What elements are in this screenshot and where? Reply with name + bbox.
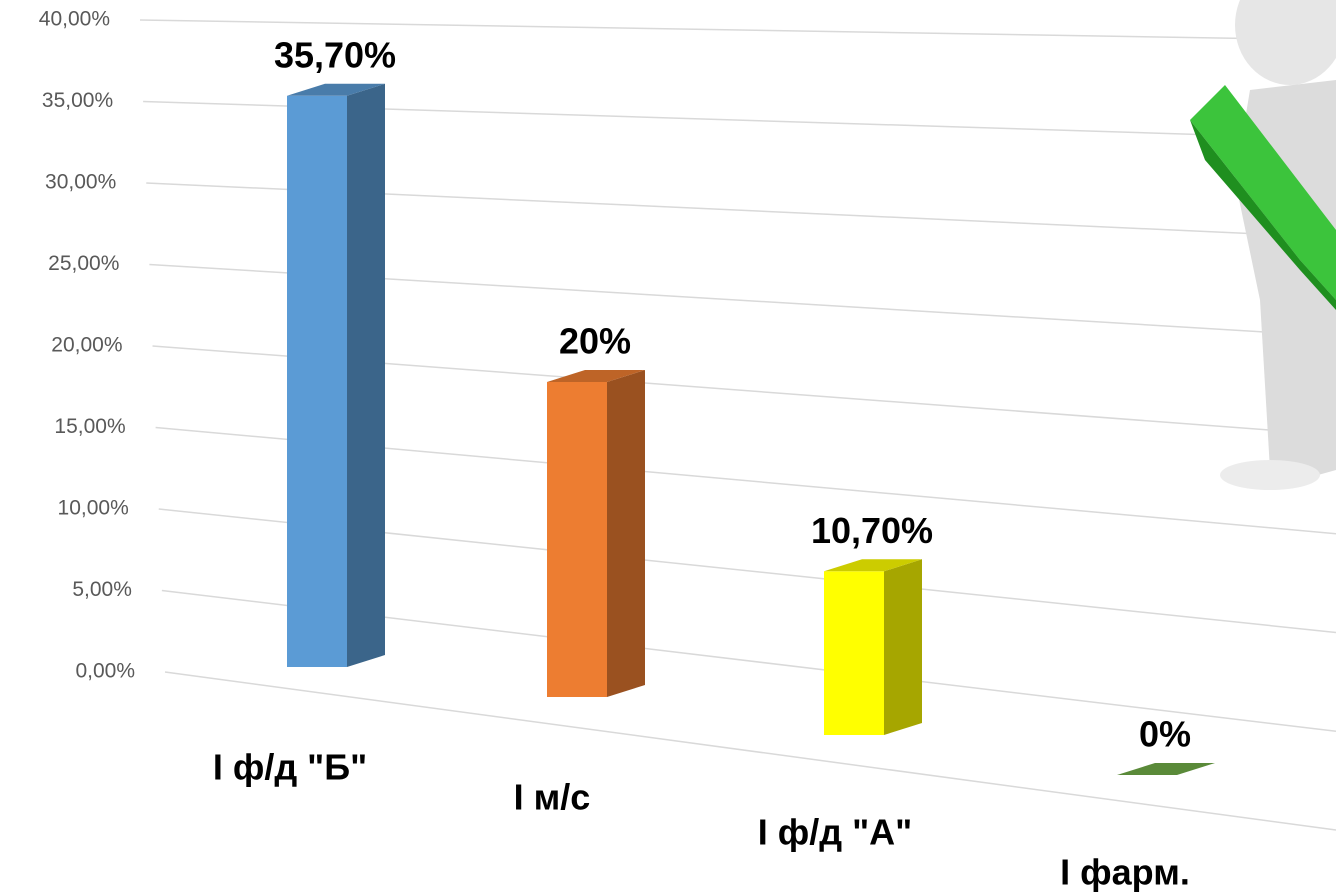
bar-top (547, 370, 645, 382)
y-tick-label: 5,00% (72, 578, 132, 601)
bar-side (884, 559, 922, 735)
figure-illustration (1190, 0, 1336, 490)
bar-top (824, 559, 922, 572)
bar-front (287, 95, 347, 668)
x-tick-label: I м/с (514, 777, 591, 818)
y-tick-label: 30,00% (45, 171, 116, 194)
value-label: 20% (559, 321, 631, 362)
x-tick-label: I ф/д "А" (758, 812, 913, 853)
bar-top (1117, 763, 1215, 775)
value-label: 35,70% (274, 34, 396, 75)
y-tick-label: 10,00% (58, 497, 129, 520)
y-tick-label: 0,00% (75, 660, 135, 683)
bar-side (607, 370, 645, 697)
y-tick-label: 40,00% (39, 8, 110, 31)
x-tick-label: I фарм. (1060, 852, 1190, 893)
bar-side (347, 83, 385, 668)
bar-top (287, 83, 385, 96)
value-label: 10,70% (811, 510, 933, 551)
y-tick-label: 15,00% (54, 415, 125, 438)
value-label: 0% (1139, 714, 1191, 755)
y-tick-label: 20,00% (51, 334, 122, 357)
y-tick-label: 25,00% (48, 252, 119, 275)
x-tick-label: I ф/д "Б" (213, 747, 367, 788)
grid-line (164, 671, 1336, 831)
bar-front (547, 382, 607, 697)
grid-line (139, 19, 1336, 41)
y-tick-label: 35,00% (42, 89, 113, 112)
bar-front (824, 571, 884, 735)
